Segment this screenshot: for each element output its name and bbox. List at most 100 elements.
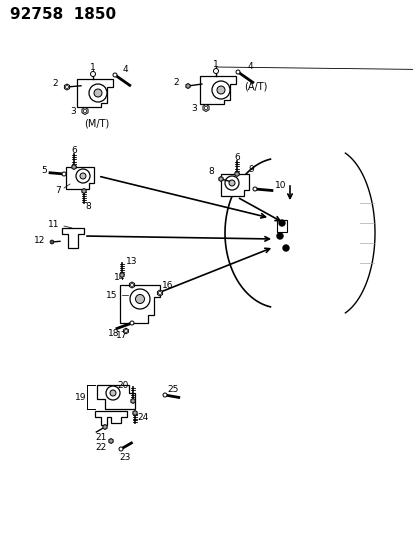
Circle shape [278, 220, 284, 226]
Polygon shape [120, 285, 159, 323]
Text: 5: 5 [41, 166, 47, 174]
Circle shape [228, 180, 235, 186]
Circle shape [89, 84, 107, 102]
Circle shape [73, 166, 75, 168]
Circle shape [204, 106, 207, 110]
Circle shape [163, 393, 166, 397]
Circle shape [130, 289, 150, 309]
Polygon shape [218, 176, 223, 182]
Circle shape [94, 89, 102, 97]
Polygon shape [77, 79, 113, 107]
Circle shape [113, 73, 117, 77]
Circle shape [131, 400, 134, 402]
Text: 92758  1850: 92758 1850 [10, 6, 116, 21]
Circle shape [110, 390, 116, 396]
Circle shape [224, 176, 238, 190]
Circle shape [124, 329, 127, 333]
Polygon shape [82, 189, 86, 193]
Circle shape [83, 190, 85, 192]
Text: 21: 21 [95, 432, 107, 441]
Text: (M/T): (M/T) [84, 118, 109, 128]
Circle shape [90, 71, 95, 77]
Text: 8: 8 [85, 201, 91, 211]
Circle shape [211, 81, 230, 99]
Text: 19: 19 [75, 392, 87, 401]
Text: 8: 8 [208, 166, 214, 175]
Circle shape [186, 85, 189, 87]
Circle shape [133, 412, 136, 414]
Polygon shape [119, 272, 124, 278]
Text: 13: 13 [126, 256, 138, 265]
Text: 24: 24 [137, 413, 148, 422]
Text: 2: 2 [173, 77, 178, 86]
Text: 25: 25 [167, 384, 178, 393]
Circle shape [219, 177, 222, 180]
Text: 11: 11 [48, 220, 59, 229]
Circle shape [119, 447, 123, 451]
Polygon shape [199, 76, 235, 104]
Text: (A/T): (A/T) [243, 81, 267, 91]
Circle shape [130, 284, 133, 287]
Polygon shape [129, 282, 134, 288]
Polygon shape [202, 104, 209, 111]
Circle shape [104, 426, 106, 428]
Polygon shape [276, 220, 286, 232]
Text: 7: 7 [55, 185, 61, 195]
Text: 16: 16 [162, 280, 173, 289]
Polygon shape [64, 84, 69, 90]
Text: 12: 12 [34, 236, 45, 245]
Circle shape [276, 233, 282, 239]
Text: 3: 3 [70, 107, 76, 116]
Polygon shape [50, 240, 54, 244]
Circle shape [109, 440, 112, 442]
Polygon shape [157, 290, 162, 296]
Circle shape [65, 85, 68, 88]
Circle shape [213, 69, 218, 74]
Circle shape [282, 245, 288, 251]
Polygon shape [185, 84, 190, 88]
Circle shape [80, 173, 86, 179]
Circle shape [121, 274, 123, 276]
Text: 2: 2 [52, 78, 58, 87]
Circle shape [252, 187, 256, 191]
Text: 6: 6 [234, 152, 239, 161]
Text: 3: 3 [191, 103, 197, 112]
Polygon shape [72, 165, 76, 169]
Text: 17: 17 [116, 330, 128, 340]
Circle shape [62, 172, 66, 176]
Text: 14: 14 [114, 272, 126, 281]
Text: 23: 23 [119, 453, 131, 462]
Circle shape [158, 292, 161, 295]
Text: 10: 10 [274, 181, 286, 190]
Circle shape [216, 86, 224, 94]
Text: 6: 6 [71, 146, 77, 155]
Circle shape [106, 386, 120, 400]
Circle shape [130, 321, 134, 325]
Circle shape [51, 241, 53, 243]
Text: 1: 1 [213, 60, 218, 69]
Text: 18: 18 [108, 328, 119, 337]
Polygon shape [82, 108, 88, 115]
Circle shape [235, 173, 237, 175]
Polygon shape [109, 439, 113, 443]
Circle shape [76, 169, 90, 183]
Polygon shape [133, 410, 137, 416]
Polygon shape [66, 167, 94, 189]
Polygon shape [221, 174, 248, 196]
Polygon shape [102, 424, 107, 430]
Text: 9: 9 [247, 165, 253, 174]
Circle shape [235, 70, 240, 74]
Circle shape [83, 109, 87, 113]
Circle shape [135, 295, 144, 303]
Text: 15: 15 [106, 290, 117, 300]
Polygon shape [97, 385, 135, 409]
Text: 22: 22 [95, 442, 107, 451]
Polygon shape [123, 328, 128, 334]
Text: 4: 4 [247, 61, 252, 70]
Polygon shape [234, 172, 239, 176]
Text: 1: 1 [90, 62, 96, 71]
Polygon shape [95, 411, 127, 425]
Polygon shape [62, 228, 84, 248]
Polygon shape [131, 399, 135, 403]
Text: 4: 4 [122, 64, 128, 74]
